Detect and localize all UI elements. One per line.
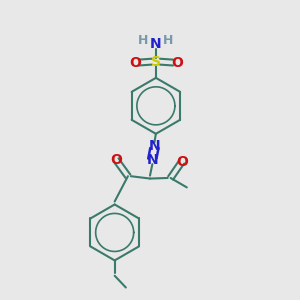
Text: H: H (138, 34, 149, 47)
Text: H: H (163, 34, 173, 47)
Text: O: O (176, 155, 188, 169)
Text: N: N (148, 139, 160, 153)
Text: O: O (129, 56, 141, 70)
Text: O: O (171, 56, 183, 70)
Text: N: N (150, 37, 162, 51)
Text: N: N (146, 153, 158, 167)
Text: S: S (151, 55, 161, 69)
Text: O: O (110, 153, 122, 167)
